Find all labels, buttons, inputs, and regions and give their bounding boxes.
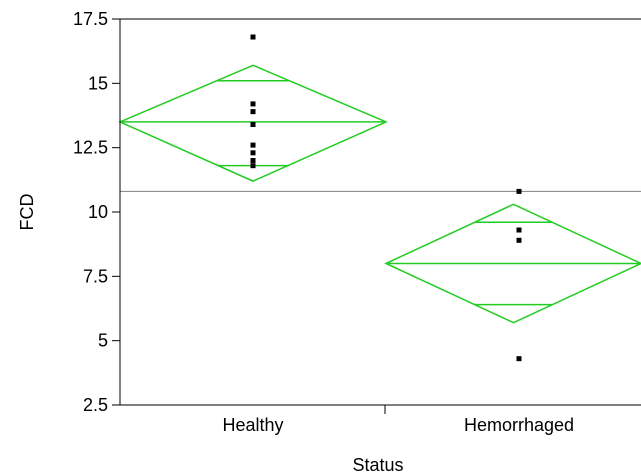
plot-area — [118, 34, 641, 362]
data-point — [250, 158, 256, 164]
data-point — [516, 356, 522, 362]
data-point — [516, 237, 522, 243]
means-diamond — [384, 203, 641, 324]
data-point — [516, 188, 522, 194]
y-tick-label: 17.5 — [73, 9, 108, 29]
data-point — [250, 142, 256, 148]
y-tick-label: 12.5 — [73, 138, 108, 158]
axes: 2.5 5 7.5 10 12.5 15 17.5 Healthy Hemorrhaged — [73, 9, 641, 435]
x-tick-label: Healthy — [222, 415, 283, 435]
y-tick-label: 15 — [88, 73, 108, 93]
data-point — [250, 150, 256, 156]
data-point — [250, 34, 256, 40]
y-tick-label: 10 — [88, 202, 108, 222]
data-point — [250, 122, 256, 128]
x-tick-label: Hemorrhaged — [464, 415, 574, 435]
y-tick-label: 2.5 — [83, 395, 108, 415]
y-tick-label: 5 — [98, 331, 108, 351]
data-point — [250, 109, 256, 115]
data-point — [250, 101, 256, 107]
y-axis-title: FCD — [17, 194, 37, 231]
data-point — [516, 227, 522, 233]
x-axis-title: Status — [352, 455, 403, 475]
data-point — [250, 163, 256, 169]
y-tick-label: 7.5 — [83, 266, 108, 286]
